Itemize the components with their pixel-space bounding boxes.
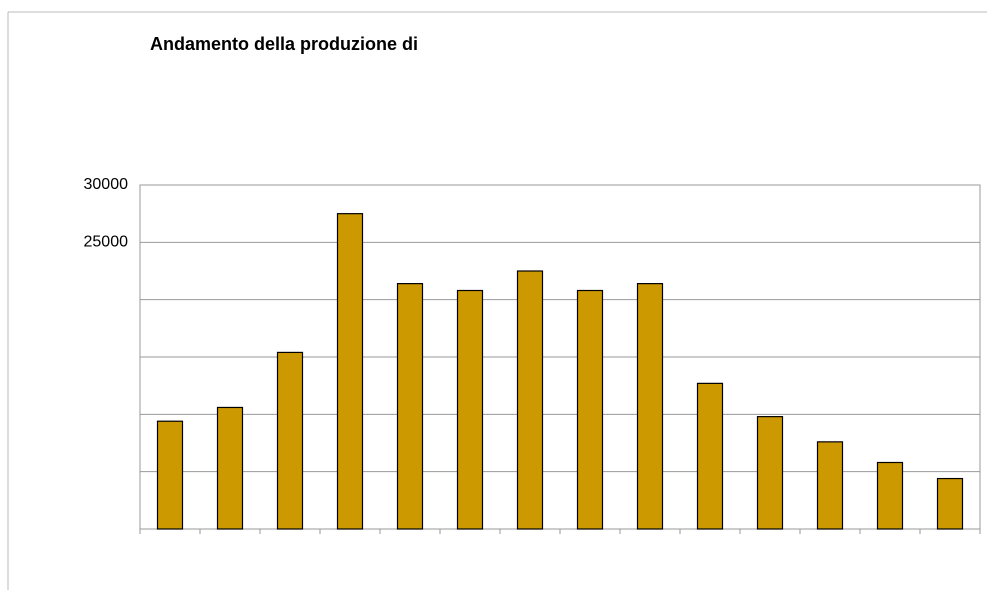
bar	[876, 461, 904, 530]
y-tick-label: 25000	[84, 234, 129, 251]
bar	[816, 441, 844, 530]
bar	[156, 420, 184, 530]
bar	[336, 213, 364, 530]
y-tick-label: 30000	[84, 176, 129, 193]
bar	[936, 477, 964, 530]
bar	[576, 289, 604, 530]
bar	[636, 283, 664, 530]
bar	[216, 406, 244, 530]
bar	[756, 416, 784, 530]
bar	[516, 270, 544, 530]
bar	[696, 382, 724, 530]
bar	[276, 351, 304, 530]
bar	[456, 289, 484, 530]
bar	[396, 283, 424, 530]
chart-title: Andamento della produzione di	[150, 34, 418, 54]
